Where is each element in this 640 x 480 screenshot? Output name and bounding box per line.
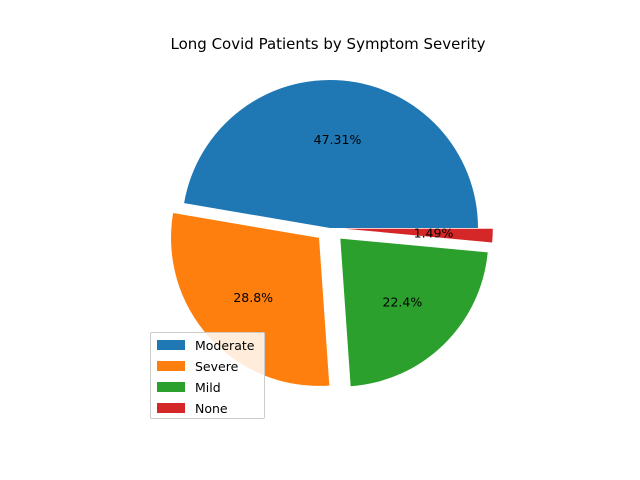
legend-item-mild: Mild xyxy=(157,378,221,396)
pie-label-none: 1.49% xyxy=(414,225,454,240)
legend-swatch-mild xyxy=(157,382,185,392)
pie-slices xyxy=(171,79,493,387)
legend-item-moderate: Moderate xyxy=(157,336,254,354)
pie-label-moderate: 47.31% xyxy=(314,132,362,147)
pie-slice-moderate xyxy=(184,79,478,228)
legend-label-mild: Mild xyxy=(195,379,221,395)
legend-label-moderate: Moderate xyxy=(195,337,255,353)
pie-slice-labels: 47.31% 28.8% 22.4% 1.49% xyxy=(233,132,453,310)
legend-label-none: None xyxy=(195,400,228,416)
legend-swatch-none xyxy=(157,403,185,413)
legend-swatch-severe xyxy=(157,361,185,371)
legend-item-none: None xyxy=(157,399,228,417)
legend-item-severe: Severe xyxy=(157,357,238,375)
pie-slice-mild xyxy=(340,238,488,387)
pie-slice-none xyxy=(344,228,493,243)
pie-label-mild: 22.4% xyxy=(383,295,423,310)
legend-label-severe: Severe xyxy=(195,358,239,374)
pie-slice-severe xyxy=(171,213,330,386)
chart-legend: Moderate Severe Mild None xyxy=(150,332,265,419)
chart-title: Long Covid Patients by Symptom Severity xyxy=(171,35,486,53)
legend-swatch-moderate xyxy=(157,340,185,350)
pie-label-severe: 28.8% xyxy=(233,290,273,305)
